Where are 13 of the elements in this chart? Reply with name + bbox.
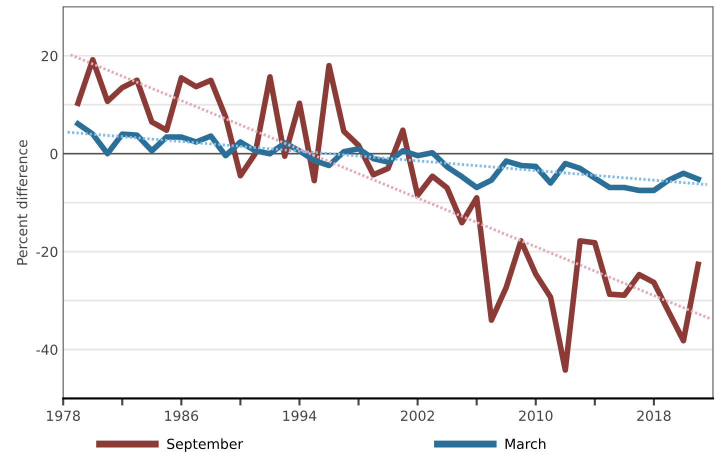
y-tick-label: -20 bbox=[36, 246, 58, 258]
x-tick-label: 1986 bbox=[165, 410, 198, 422]
x-tick-label: 2010 bbox=[519, 410, 553, 422]
x-tick-label: 2002 bbox=[400, 410, 434, 422]
y-tick-label: 20 bbox=[42, 50, 58, 62]
legend-label: March bbox=[506, 438, 546, 450]
legend-label: September bbox=[167, 438, 244, 452]
x-tick-label: 2018 bbox=[637, 410, 671, 422]
y-tick-label: 0 bbox=[50, 148, 58, 160]
y-tick-label: -40 bbox=[36, 344, 58, 355]
y-axis-title: Percent difference bbox=[16, 140, 28, 265]
x-tick-label: 1978 bbox=[47, 410, 80, 422]
x-tick-label: 1994 bbox=[283, 410, 316, 422]
